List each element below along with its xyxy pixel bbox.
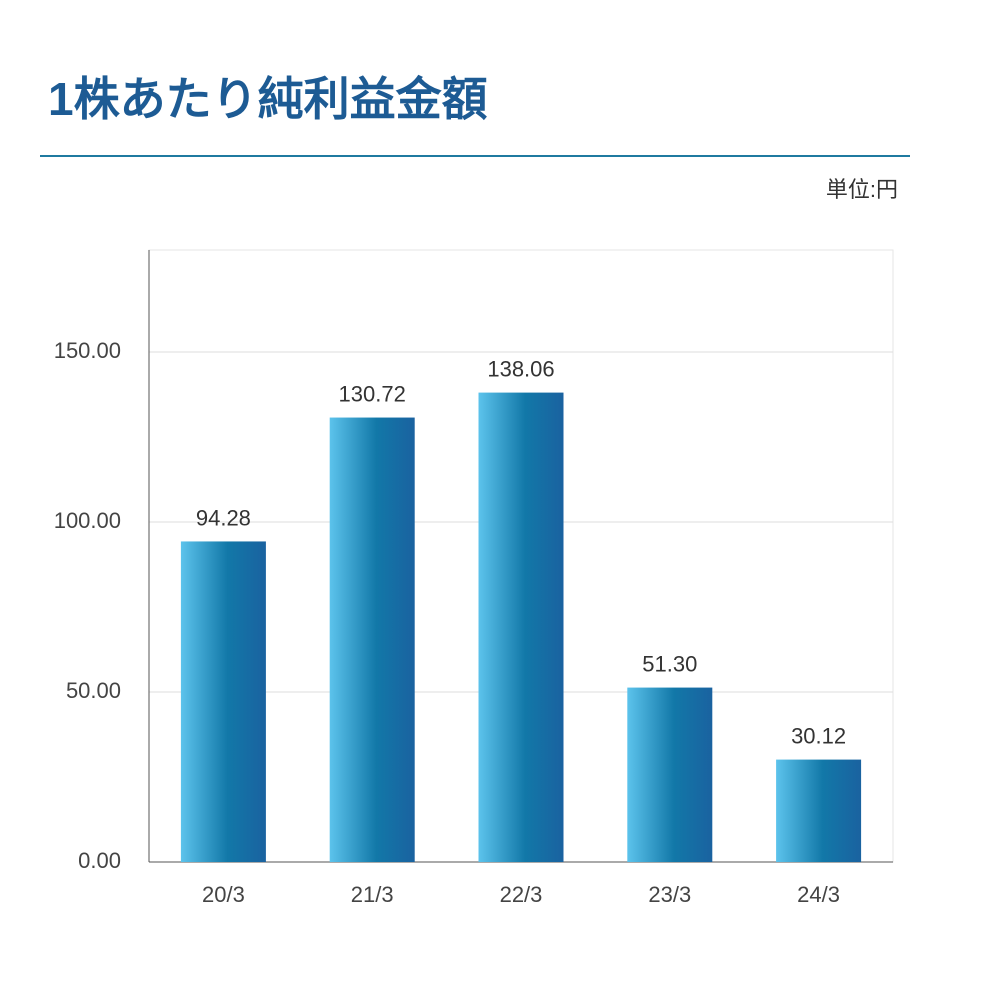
value-label: 51.30 (642, 651, 697, 676)
bar (478, 392, 564, 862)
y-tick-label: 150.00 (54, 338, 121, 363)
y-tick-label: 0.00 (78, 848, 121, 873)
x-tick-label: 22/3 (500, 882, 543, 907)
bar (776, 759, 862, 862)
bar (627, 687, 713, 862)
x-tick-label: 21/3 (351, 882, 394, 907)
chart-title: 1株あたり純利益金額 (48, 73, 488, 125)
y-tick-label: 50.00 (66, 678, 121, 703)
value-label: 30.12 (791, 723, 846, 748)
x-tick-label: 20/3 (202, 882, 245, 907)
bar (329, 417, 415, 862)
x-tick-label: 24/3 (797, 882, 840, 907)
value-label: 94.28 (196, 505, 251, 530)
value-label: 138.06 (487, 356, 554, 381)
value-label: 130.72 (339, 381, 406, 406)
x-tick-label: 23/3 (648, 882, 691, 907)
y-tick-label: 100.00 (54, 508, 121, 533)
unit-label: 単位:円 (826, 177, 898, 202)
bar (180, 541, 266, 862)
